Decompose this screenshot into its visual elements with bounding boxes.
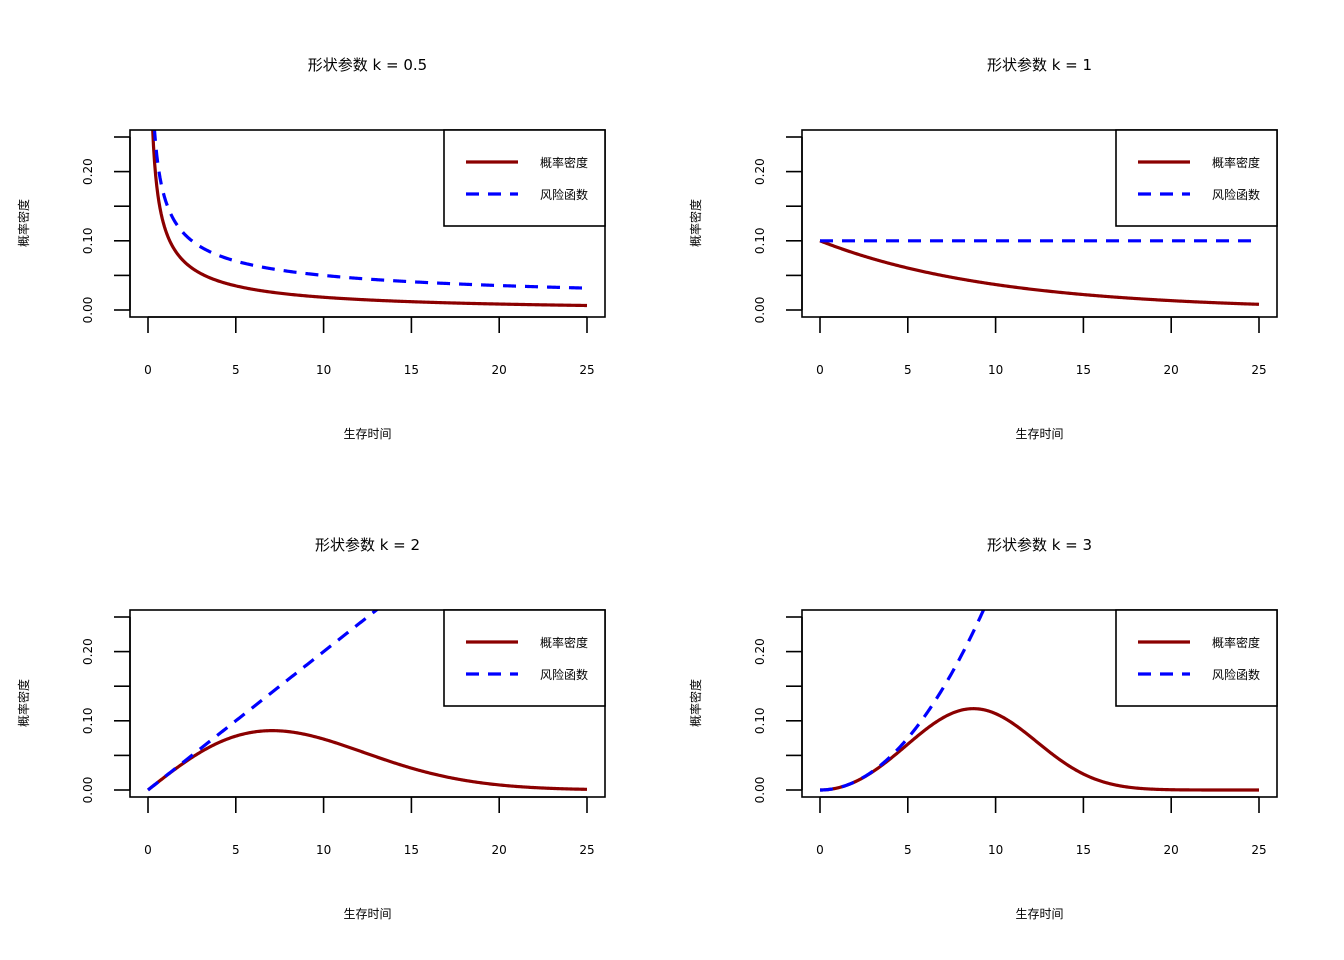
y-tick-label: 0.10	[753, 227, 767, 254]
y-axis-label: 概率密度	[688, 679, 703, 727]
chart-title: 形状参数 k = 0.5	[308, 56, 427, 74]
y-tick-label: 0.10	[81, 707, 95, 734]
plot-lines	[819, 610, 1260, 792]
x-tick-label: 5	[232, 363, 240, 377]
pdf-line	[819, 707, 1260, 792]
y-tick-label: 0.20	[81, 158, 95, 185]
x-tick-label: 15	[404, 843, 419, 857]
legend-pdf-label: 概率密度	[540, 635, 588, 650]
y-tick-label: 0.10	[81, 227, 95, 254]
y-tick-label: 0.00	[81, 777, 95, 804]
legend-pdf-label: 概率密度	[1212, 155, 1260, 170]
x-tick-label: 10	[316, 843, 331, 857]
legend-box	[1115, 129, 1278, 227]
x-tick-label: 5	[232, 843, 240, 857]
legend-pdf-label: 概率密度	[1212, 635, 1260, 650]
x-tick-label: 25	[1251, 843, 1266, 857]
x-tick-label: 5	[904, 843, 912, 857]
legend-box	[443, 609, 606, 707]
chart-title: 形状参数 k = 3	[987, 536, 1092, 554]
chart-panel-1: 形状参数 k = 0.5 0 5 10 15 20 25 生存时间 0.00 0.10 0.20 概率…	[16, 56, 606, 441]
y-tick-label: 0.20	[753, 638, 767, 665]
y-tick-label: 0.00	[753, 297, 767, 324]
legend-hazard-label: 风险函数	[1212, 187, 1260, 202]
y-tick-label: 0.20	[753, 158, 767, 185]
y-tick-label: 0.00	[81, 297, 95, 324]
x-tick-label: 0	[816, 843, 824, 857]
x-tick-label: 20	[492, 843, 507, 857]
chart-panel-2: 形状参数 k = 1 0 5 10 15 20 25 生存时间 0.00 0.10 0.20 概率密度…	[688, 56, 1278, 441]
x-tick-label: 20	[1164, 843, 1179, 857]
x-tick-label: 15	[1076, 363, 1091, 377]
x-tick-label: 15	[404, 363, 419, 377]
x-tick-label: 25	[579, 843, 594, 857]
chart-title: 形状参数 k = 1	[987, 56, 1092, 74]
chart-panel-3: 形状参数 k = 2 0 5 10 15 20 25 生存时间 0.00 0.10 0.20 概率密度…	[16, 536, 606, 921]
x-tick-label: 20	[492, 363, 507, 377]
legend-box	[1115, 609, 1278, 707]
y-tick-label: 0.00	[753, 777, 767, 804]
chart-title: 形状参数 k = 2	[315, 536, 420, 554]
x-tick-label: 20	[1164, 363, 1179, 377]
x-tick-label: 15	[1076, 843, 1091, 857]
legend-hazard-label: 风险函数	[1212, 667, 1260, 682]
x-tick-label: 5	[904, 363, 912, 377]
x-tick-label: 0	[144, 363, 152, 377]
pdf-line	[151, 130, 588, 308]
chart-panel-4: 形状参数 k = 3 0 5 10 15 20 25 生存时间 0.00 0.10 0.20 概率密度…	[688, 536, 1278, 921]
x-tick-label: 0	[816, 363, 824, 377]
y-tick-label: 0.10	[753, 707, 767, 734]
hazard-line	[152, 130, 588, 290]
y-axis-label: 概率密度	[16, 679, 31, 727]
pdf-line	[147, 729, 588, 792]
x-tick-label: 10	[316, 363, 331, 377]
legend-pdf-label: 概率密度	[540, 155, 588, 170]
legend-box	[443, 129, 606, 227]
x-axis-label: 生存时间	[1015, 427, 1063, 441]
x-tick-label: 10	[988, 363, 1003, 377]
x-tick-label: 25	[579, 363, 594, 377]
plot-lines	[151, 130, 588, 308]
y-axis-label: 概率密度	[16, 199, 31, 247]
legend-hazard-label: 风险函数	[540, 667, 588, 682]
plot-lines	[147, 610, 588, 792]
x-tick-label: 10	[988, 843, 1003, 857]
x-tick-label: 0	[144, 843, 152, 857]
y-tick-label: 0.20	[81, 638, 95, 665]
pdf-line	[819, 239, 1260, 306]
hazard-line	[147, 610, 379, 792]
x-axis-label: 生存时间	[1015, 907, 1063, 921]
x-axis-label: 生存时间	[343, 907, 391, 921]
plot-lines	[819, 239, 1260, 306]
x-tick-label: 25	[1251, 363, 1266, 377]
y-axis-label: 概率密度	[688, 199, 703, 247]
legend-hazard-label: 风险函数	[540, 187, 588, 202]
x-axis-label: 生存时间	[343, 427, 391, 441]
